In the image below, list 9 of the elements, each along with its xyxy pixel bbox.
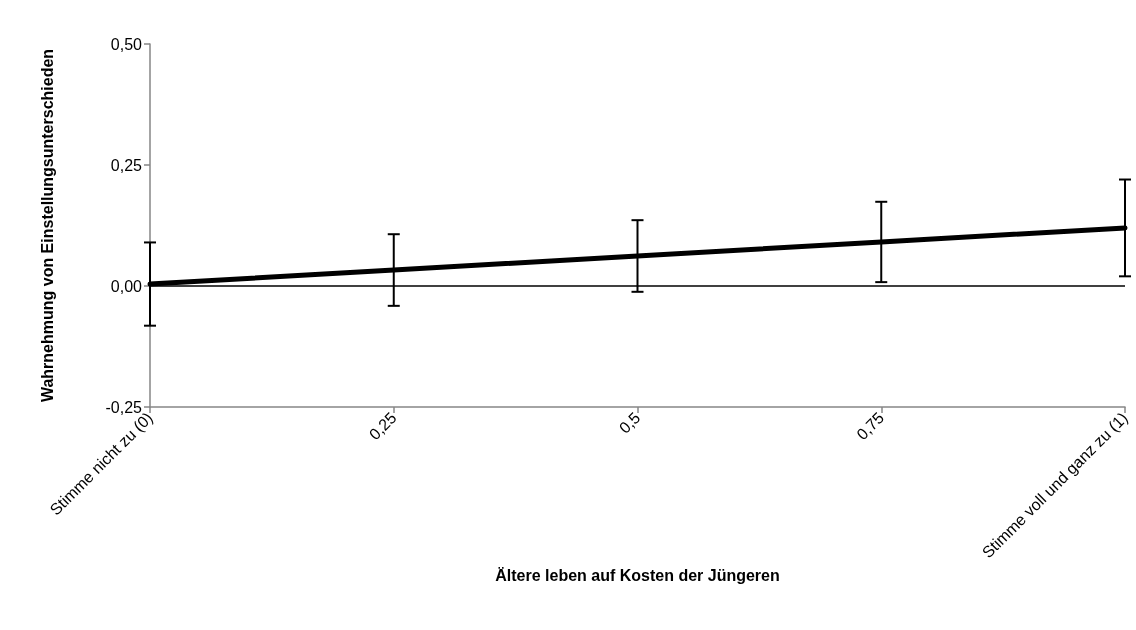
y-tick-label: 0,00 (110, 277, 143, 295)
x-tick-label: 0,75 (853, 408, 888, 444)
y-axis-title: Wahrnehmung von Einstellungsunterschieden (38, 48, 56, 403)
y-tick-label: 0,25 (110, 156, 143, 174)
x-axis-title: Ältere leben auf Kosten der Jüngeren (495, 567, 780, 585)
x-tick-label: 0,25 (365, 408, 400, 444)
y-tick-label: 0,50 (110, 35, 143, 53)
y-tick-label: -0,25 (105, 398, 143, 416)
x-tick-label: 0,5 (615, 408, 644, 437)
